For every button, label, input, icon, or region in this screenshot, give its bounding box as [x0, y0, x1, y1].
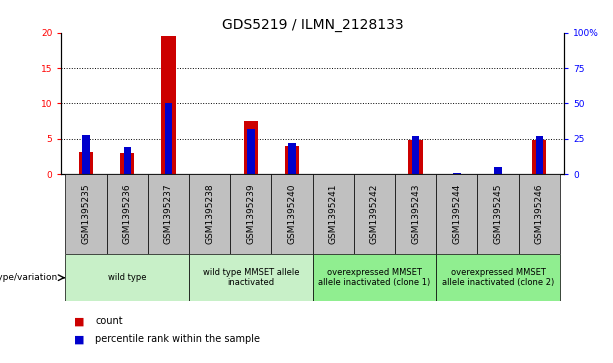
Text: count: count — [95, 316, 123, 326]
Text: GSM1395243: GSM1395243 — [411, 184, 420, 244]
Bar — [107, 174, 148, 254]
Bar — [123, 147, 131, 174]
Bar — [453, 173, 460, 174]
Bar — [247, 129, 254, 174]
Bar — [66, 254, 189, 301]
Title: GDS5219 / ILMN_2128133: GDS5219 / ILMN_2128133 — [222, 18, 403, 32]
Text: GSM1395237: GSM1395237 — [164, 184, 173, 245]
Bar — [82, 135, 89, 174]
Text: genotype/variation: genotype/variation — [0, 273, 58, 282]
Bar — [313, 254, 436, 301]
Bar — [532, 140, 546, 174]
Text: ■: ■ — [74, 316, 84, 326]
Bar — [243, 121, 258, 174]
Bar — [436, 254, 560, 301]
Bar — [395, 174, 436, 254]
Bar — [436, 174, 478, 254]
Bar — [354, 174, 395, 254]
Bar — [189, 254, 313, 301]
Text: GSM1395246: GSM1395246 — [535, 184, 544, 244]
Text: wild type MMSET allele
inactivated: wild type MMSET allele inactivated — [202, 268, 299, 287]
Bar — [478, 174, 519, 254]
Text: GSM1395241: GSM1395241 — [329, 184, 338, 244]
Text: GSM1395236: GSM1395236 — [123, 184, 132, 245]
Bar — [519, 174, 560, 254]
Text: GSM1395240: GSM1395240 — [287, 184, 297, 244]
Bar — [165, 103, 172, 174]
Text: wild type: wild type — [108, 273, 147, 282]
Text: percentile rank within the sample: percentile rank within the sample — [95, 334, 260, 344]
Text: GSM1395235: GSM1395235 — [82, 184, 91, 245]
Text: ■: ■ — [74, 334, 84, 344]
Bar — [272, 174, 313, 254]
Bar — [412, 136, 419, 174]
Bar — [408, 140, 423, 174]
Text: GSM1395244: GSM1395244 — [452, 184, 462, 244]
Bar — [120, 153, 134, 174]
Bar — [79, 152, 93, 174]
Bar — [148, 174, 189, 254]
Bar — [66, 174, 107, 254]
Text: GSM1395238: GSM1395238 — [205, 184, 214, 245]
Text: GSM1395245: GSM1395245 — [493, 184, 503, 244]
Bar — [230, 174, 272, 254]
Bar — [285, 146, 299, 174]
Bar — [161, 36, 176, 174]
Bar — [288, 143, 295, 174]
Bar — [494, 167, 502, 174]
Bar — [536, 136, 543, 174]
Text: overexpressed MMSET
allele inactivated (clone 1): overexpressed MMSET allele inactivated (… — [318, 268, 430, 287]
Text: GSM1395239: GSM1395239 — [246, 184, 256, 245]
Bar — [189, 174, 230, 254]
Text: overexpressed MMSET
allele inactivated (clone 2): overexpressed MMSET allele inactivated (… — [442, 268, 554, 287]
Bar — [313, 174, 354, 254]
Text: GSM1395242: GSM1395242 — [370, 184, 379, 244]
